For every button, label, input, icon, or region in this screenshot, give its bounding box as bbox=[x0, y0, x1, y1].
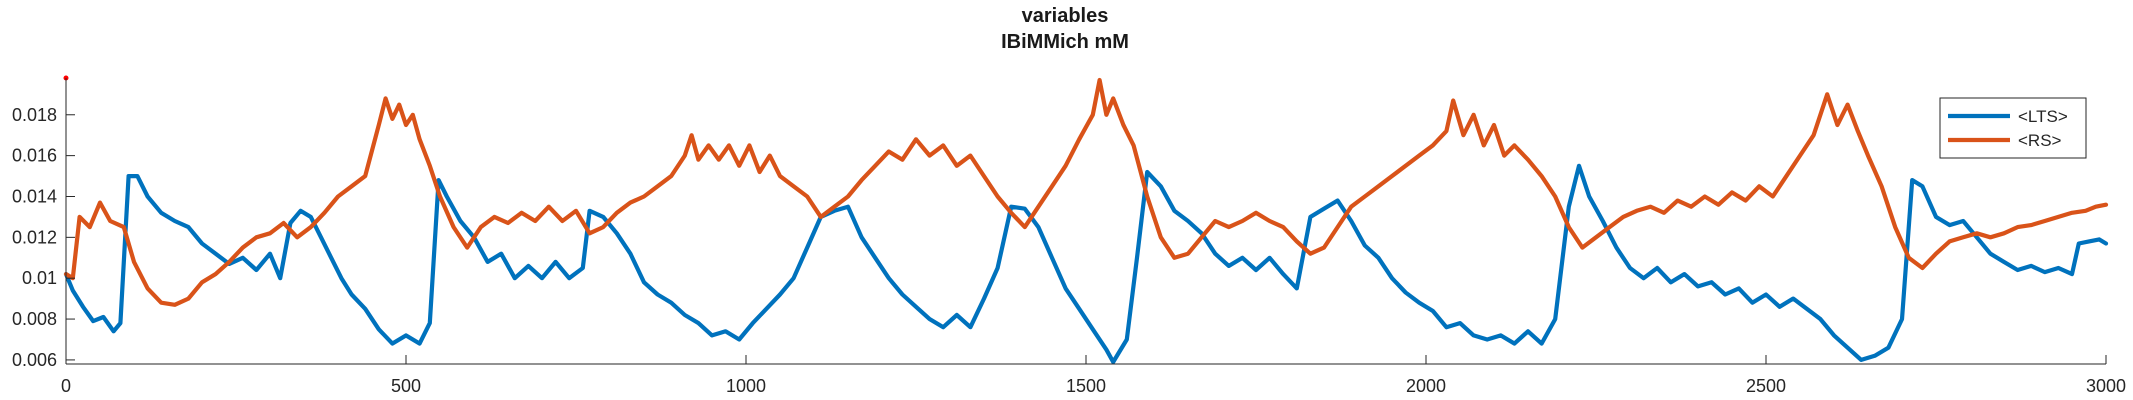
y-tick-label: 0.006 bbox=[12, 350, 57, 370]
series-line-2 bbox=[63, 77, 2109, 307]
y-tick-label: 0.014 bbox=[12, 186, 57, 206]
legend-label-1: <LTS> bbox=[2018, 107, 2068, 126]
chart-subtitle: IBiMMich mM bbox=[1001, 31, 1129, 53]
y-tick-label: 0.012 bbox=[12, 227, 57, 247]
axes: 0 500 1000 1500 2000 2500 3000 0.006 0.008 0.01 0.… bbox=[12, 78, 2126, 396]
x-tick-label: 2500 bbox=[1746, 376, 1786, 396]
legend-label-2: <RS> bbox=[2018, 131, 2062, 150]
x-tick-label: 2000 bbox=[1406, 376, 1446, 396]
chart-title: variables bbox=[1022, 5, 1109, 27]
y-tick-label: 0.018 bbox=[12, 105, 57, 125]
x-tick-label: 1000 bbox=[726, 376, 766, 396]
x-tick-label: 3000 bbox=[2086, 376, 2126, 396]
y-tick-label: 0.016 bbox=[12, 146, 57, 166]
legend-box bbox=[1939, 97, 2087, 159]
x-tick-label: 1500 bbox=[1066, 376, 1106, 396]
y-tick-label: 0.01 bbox=[22, 268, 57, 288]
legend: <LTS> <RS> bbox=[1939, 97, 2087, 159]
x-tick-label: 500 bbox=[391, 376, 421, 396]
x-tick-label: 0 bbox=[61, 376, 71, 396]
series-line-1 bbox=[63, 163, 2109, 365]
y-tick-label: 0.008 bbox=[12, 309, 57, 329]
